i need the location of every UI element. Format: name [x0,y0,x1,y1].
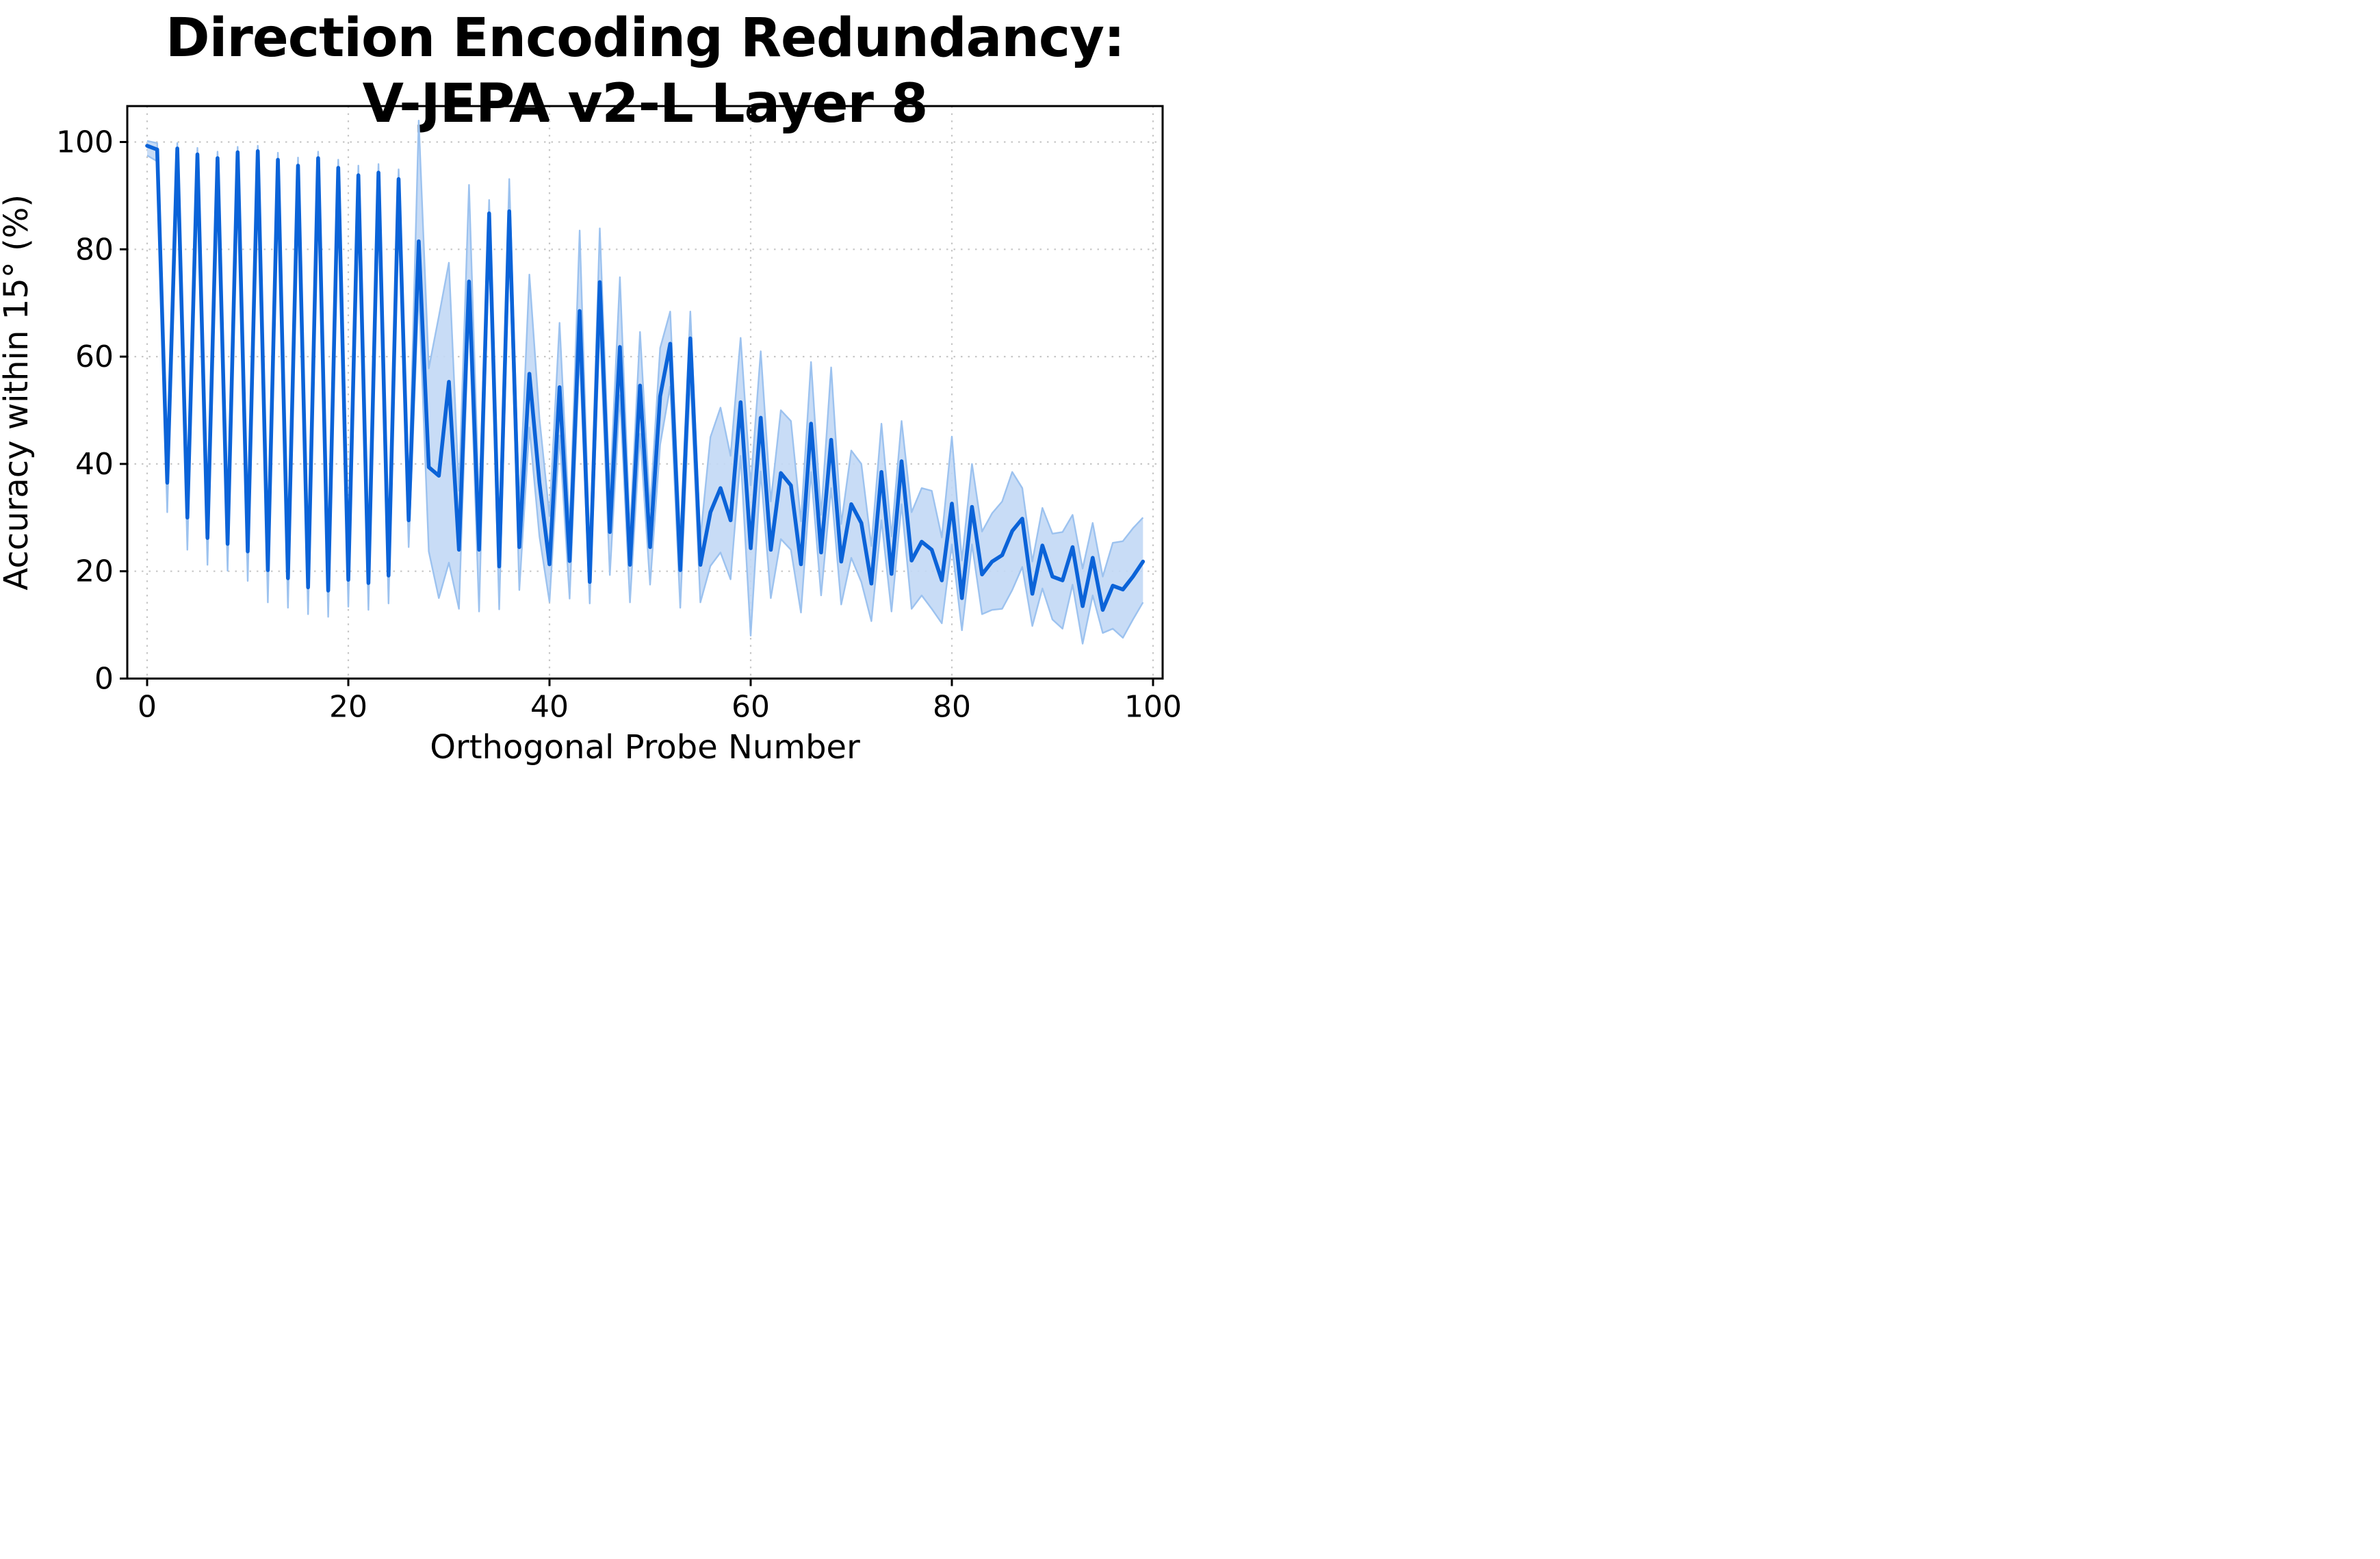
chart-title-line-1: Direction Encoding Redundancy: [165,8,1125,69]
x-axis-label: Orthogonal Probe Number [430,728,860,766]
y-tick-label: 100 [56,125,114,160]
x-tick-label: 60 [732,690,770,725]
x-tick-label: 20 [329,690,367,725]
x-tick-label: 0 [138,690,157,725]
chart-title-line-2: V-JEPA v2-L Layer 8 [362,73,929,135]
line-chart: 0 20 40 60 80 100 0 20 40 60 80 100 Orthogonal Probe… [0,105,1182,766]
axes-spines [126,105,1164,680]
mean-accuracy-line [145,144,1146,612]
y-tick-label: 0 [94,662,114,697]
y-tick-label: 20 [75,554,114,589]
x-tick-label: 80 [933,690,971,725]
y-tick-label: 60 [75,339,114,374]
x-tick-label: 100 [1124,690,1182,725]
y-axis-label: Accuracy within 15° (%) [0,194,36,591]
y-tick-label: 80 [75,232,114,267]
x-tick-label: 40 [530,690,569,725]
y-tick-label: 40 [75,447,114,482]
figure-canvas: Direction Encoding Redundancy: V-JEPA v2… [0,0,1190,780]
chart-title: Direction Encoding Redundancy: V-JEPA v2… [127,5,1163,137]
